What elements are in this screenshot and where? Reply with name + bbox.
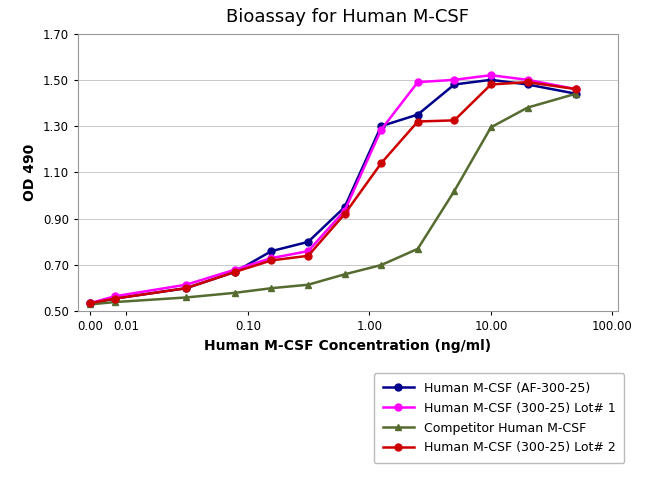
Line: Competitor Human M-CSF: Competitor Human M-CSF (86, 90, 579, 308)
Human M-CSF (AF-300-25) (304, 239, 312, 245)
X-axis label: Human M-CSF Concentration (ng/ml): Human M-CSF Concentration (ng/ml) (204, 339, 491, 353)
Human M-CSF (300-25) Lot# 2 (182, 285, 190, 291)
Human M-CSF (300-25) Lot# 2 (450, 117, 458, 123)
Human M-CSF (300-25) Lot# 1 (111, 294, 118, 299)
Human M-CSF (300-25) Lot# 2 (487, 81, 495, 87)
Human M-CSF (AF-300-25) (182, 285, 190, 291)
Human M-CSF (300-25) Lot# 2 (572, 86, 580, 92)
Competitor Human M-CSF (86, 302, 94, 308)
Human M-CSF (300-25) Lot# 1 (86, 300, 94, 306)
Human M-CSF (300-25) Lot# 1 (487, 72, 495, 78)
Competitor Human M-CSF (414, 246, 422, 252)
Line: Human M-CSF (AF-300-25): Human M-CSF (AF-300-25) (86, 76, 579, 307)
Competitor Human M-CSF (450, 188, 458, 194)
Competitor Human M-CSF (267, 285, 275, 291)
Title: Bioassay for Human M-CSF: Bioassay for Human M-CSF (226, 9, 469, 26)
Human M-CSF (300-25) Lot# 1 (182, 282, 190, 287)
Human M-CSF (AF-300-25) (377, 123, 385, 129)
Human M-CSF (300-25) Lot# 2 (267, 258, 275, 263)
Human M-CSF (300-25) Lot# 2 (377, 160, 385, 166)
Human M-CSF (AF-300-25) (231, 269, 239, 275)
Y-axis label: OD 490: OD 490 (23, 144, 37, 201)
Competitor Human M-CSF (182, 295, 190, 300)
Human M-CSF (AF-300-25) (341, 205, 348, 210)
Human M-CSF (300-25) Lot# 1 (341, 208, 348, 214)
Human M-CSF (AF-300-25) (487, 77, 495, 83)
Competitor Human M-CSF (524, 105, 532, 111)
Human M-CSF (AF-300-25) (414, 112, 422, 117)
Human M-CSF (AF-300-25) (86, 300, 94, 306)
Line: Human M-CSF (300-25) Lot# 1: Human M-CSF (300-25) Lot# 1 (86, 72, 579, 307)
Human M-CSF (300-25) Lot# 2 (111, 296, 118, 301)
Human M-CSF (AF-300-25) (572, 91, 580, 97)
Human M-CSF (AF-300-25) (524, 81, 532, 87)
Human M-CSF (300-25) Lot# 1 (377, 127, 385, 133)
Human M-CSF (300-25) Lot# 1 (572, 86, 580, 92)
Competitor Human M-CSF (111, 299, 118, 305)
Competitor Human M-CSF (341, 272, 348, 277)
Human M-CSF (AF-300-25) (267, 248, 275, 254)
Human M-CSF (300-25) Lot# 1 (414, 80, 422, 85)
Human M-CSF (300-25) Lot# 2 (524, 80, 532, 85)
Human M-CSF (300-25) Lot# 1 (231, 267, 239, 273)
Competitor Human M-CSF (231, 290, 239, 296)
Human M-CSF (300-25) Lot# 2 (86, 300, 94, 306)
Competitor Human M-CSF (377, 262, 385, 268)
Human M-CSF (AF-300-25) (111, 296, 118, 301)
Human M-CSF (300-25) Lot# 2 (341, 211, 348, 217)
Legend: Human M-CSF (AF-300-25), Human M-CSF (300-25) Lot# 1, Competitor Human M-CSF, Hu: Human M-CSF (AF-300-25), Human M-CSF (30… (374, 373, 624, 463)
Human M-CSF (300-25) Lot# 2 (231, 269, 239, 275)
Human M-CSF (AF-300-25) (450, 81, 458, 87)
Competitor Human M-CSF (487, 125, 495, 130)
Competitor Human M-CSF (304, 282, 312, 287)
Human M-CSF (300-25) Lot# 2 (304, 253, 312, 259)
Human M-CSF (300-25) Lot# 1 (304, 248, 312, 254)
Competitor Human M-CSF (572, 91, 580, 97)
Human M-CSF (300-25) Lot# 1 (267, 255, 275, 261)
Line: Human M-CSF (300-25) Lot# 2: Human M-CSF (300-25) Lot# 2 (86, 79, 579, 307)
Human M-CSF (300-25) Lot# 1 (524, 77, 532, 83)
Human M-CSF (300-25) Lot# 1 (450, 77, 458, 83)
Human M-CSF (300-25) Lot# 2 (414, 119, 422, 125)
